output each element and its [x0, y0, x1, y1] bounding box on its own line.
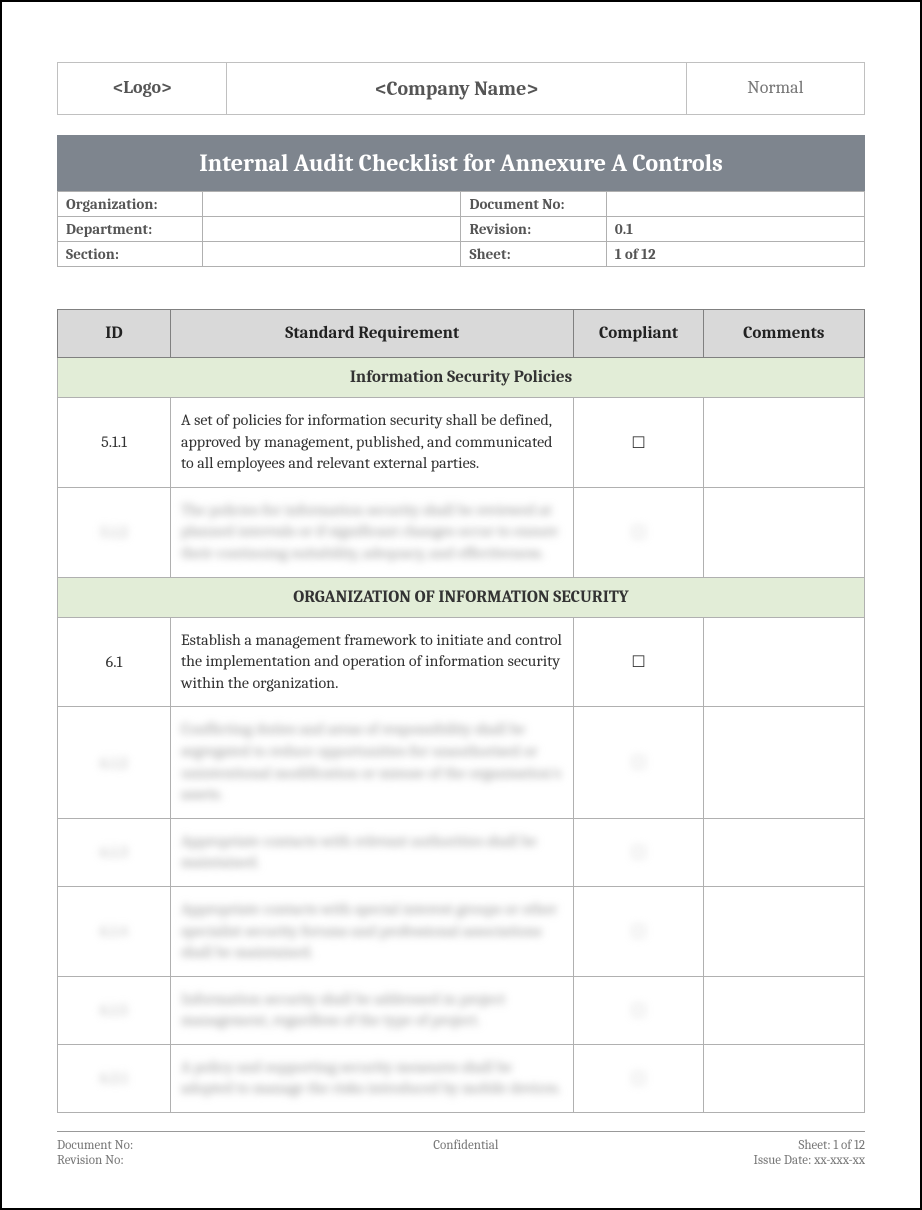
footer-issue-date: Issue Date: xx-xxx-xx: [754, 1153, 865, 1168]
section-title: Information Security Policies: [58, 358, 865, 398]
row-requirement: A policy and supporting security measure…: [170, 1044, 574, 1112]
table-row: 5.1.1 A set of policies for information …: [58, 398, 865, 488]
footer-confidential: Confidential: [133, 1138, 798, 1153]
table-row: 6.1.2 Conflicting duties and areas of re…: [58, 707, 865, 818]
table-row: 5.1.2 The policies for information secur…: [58, 487, 865, 577]
row-id: 6.1.5: [58, 976, 171, 1044]
page-footer: Document No: Confidential Sheet: 1 of 12…: [57, 1131, 865, 1168]
meta-organization-value: [203, 192, 461, 217]
section-title: ORGANIZATION OF INFORMATION SECURITY: [58, 577, 865, 617]
row-comments[interactable]: [703, 617, 864, 707]
row-comments[interactable]: [703, 818, 864, 886]
footer-docno: Document No:: [57, 1138, 133, 1153]
meta-department-value: [203, 217, 461, 242]
table-row: 6.1 Establish a management framework to …: [58, 617, 865, 707]
document-page: <Logo> <Company Name> Normal Internal Au…: [0, 0, 922, 1210]
meta-department-label: Department:: [58, 217, 203, 242]
row-requirement: Appropriate contacts with relevant autho…: [170, 818, 574, 886]
row-requirement: Establish a management framework to init…: [170, 617, 574, 707]
meta-docno-label: Document No:: [461, 192, 606, 217]
row-comments[interactable]: [703, 1044, 864, 1112]
footer-sheet: Sheet: 1 of 12: [798, 1138, 865, 1153]
compliant-checkbox[interactable]: ☐: [574, 398, 703, 488]
header-row: <Logo> <Company Name> Normal: [57, 62, 865, 115]
column-header-compliant: Compliant: [574, 310, 703, 358]
compliant-checkbox[interactable]: ☐: [574, 1044, 703, 1112]
compliant-checkbox[interactable]: ☐: [574, 976, 703, 1044]
row-comments[interactable]: [703, 487, 864, 577]
table-row: Organization: Document No:: [58, 192, 865, 217]
column-header-id: ID: [58, 310, 171, 358]
meta-organization-label: Organization:: [58, 192, 203, 217]
compliant-checkbox[interactable]: ☐: [574, 617, 703, 707]
meta-revision-value: 0.1: [606, 217, 864, 242]
logo-placeholder: <Logo>: [58, 63, 227, 114]
compliant-checkbox[interactable]: ☐: [574, 818, 703, 886]
column-header-requirement: Standard Requirement: [170, 310, 574, 358]
row-comments[interactable]: [703, 886, 864, 976]
compliant-checkbox[interactable]: ☐: [574, 886, 703, 976]
section-header: Information Security Policies: [58, 358, 865, 398]
table-header-row: ID Standard Requirement Compliant Commen…: [58, 310, 865, 358]
row-comments[interactable]: [703, 398, 864, 488]
row-id: 6.1.3: [58, 818, 171, 886]
meta-table: Organization: Document No: Department: R…: [57, 191, 865, 267]
compliant-checkbox[interactable]: ☐: [574, 487, 703, 577]
table-row: 6.1.4 Appropriate contacts with special …: [58, 886, 865, 976]
row-requirement: Appropriate contacts with special intere…: [170, 886, 574, 976]
meta-revision-label: Revision:: [461, 217, 606, 242]
checklist-table: ID Standard Requirement Compliant Commen…: [57, 309, 865, 1113]
table-row: Section: Sheet: 1 of 12: [58, 242, 865, 267]
company-name: <Company Name>: [227, 63, 686, 114]
row-id: 6.1.4: [58, 886, 171, 976]
meta-sheet-value: 1 of 12: [606, 242, 864, 267]
compliant-checkbox[interactable]: ☐: [574, 707, 703, 818]
row-requirement: Information security shall be addressed …: [170, 976, 574, 1044]
row-comments[interactable]: [703, 976, 864, 1044]
table-row: 6.1.3 Appropriate contacts with relevant…: [58, 818, 865, 886]
footer-revision: Revision No:: [57, 1153, 124, 1168]
document-status: Normal: [687, 63, 864, 114]
row-id: 6.1: [58, 617, 171, 707]
document-title: Internal Audit Checklist for Annexure A …: [57, 135, 865, 191]
meta-section-label: Section:: [58, 242, 203, 267]
table-row: Department: Revision: 0.1: [58, 217, 865, 242]
table-row: 6.1.5 Information security shall be addr…: [58, 976, 865, 1044]
row-id: 6.2.1: [58, 1044, 171, 1112]
row-requirement: The policies for information security sh…: [170, 487, 574, 577]
section-header: ORGANIZATION OF INFORMATION SECURITY: [58, 577, 865, 617]
column-header-comments: Comments: [703, 310, 864, 358]
row-requirement: Conflicting duties and areas of responsi…: [170, 707, 574, 818]
row-id: 6.1.2: [58, 707, 171, 818]
meta-section-value: [203, 242, 461, 267]
row-requirement: A set of policies for information securi…: [170, 398, 574, 488]
row-id: 5.1.2: [58, 487, 171, 577]
table-row: 6.2.1 A policy and supporting security m…: [58, 1044, 865, 1112]
meta-docno-value: [606, 192, 864, 217]
row-id: 5.1.1: [58, 398, 171, 488]
row-comments[interactable]: [703, 707, 864, 818]
meta-sheet-label: Sheet:: [461, 242, 606, 267]
